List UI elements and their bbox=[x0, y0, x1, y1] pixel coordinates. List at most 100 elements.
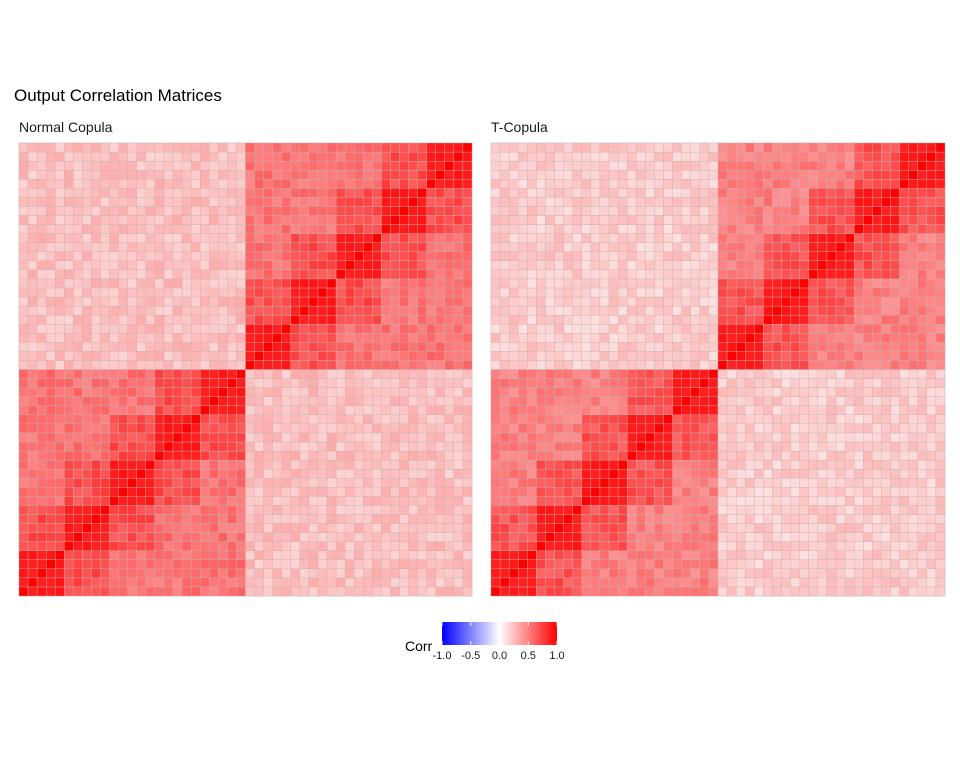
heatmap-cell bbox=[408, 333, 418, 343]
heatmap-cell bbox=[599, 224, 610, 234]
heatmap-cell bbox=[272, 188, 282, 198]
heatmap-cell bbox=[254, 160, 264, 171]
heatmap-cell bbox=[627, 360, 637, 370]
heatmap-cell bbox=[381, 305, 391, 316]
heatmap-cell bbox=[772, 496, 782, 506]
heatmap-cell bbox=[590, 586, 601, 597]
heatmap-cell bbox=[935, 360, 946, 370]
heatmap-cell bbox=[863, 305, 873, 316]
heatmap-cell bbox=[636, 142, 646, 153]
heatmap-cell bbox=[354, 387, 364, 397]
heatmap-cell bbox=[372, 160, 382, 171]
heatmap-cell bbox=[181, 314, 192, 325]
heatmap-cell bbox=[599, 233, 610, 243]
heatmap-cell bbox=[163, 160, 174, 171]
heatmap-cell bbox=[381, 405, 391, 415]
heatmap-cell bbox=[109, 550, 119, 560]
heatmap-cell bbox=[844, 251, 855, 261]
heatmap-cell bbox=[417, 496, 427, 506]
heatmap-cell bbox=[654, 360, 664, 370]
heatmap-cell bbox=[672, 441, 682, 452]
heatmap-cell bbox=[554, 296, 564, 307]
heatmap-cell bbox=[572, 468, 582, 479]
heatmap-cell bbox=[200, 233, 210, 243]
heatmap-cell bbox=[227, 396, 237, 406]
heatmap-cell bbox=[46, 351, 56, 361]
heatmap-cell bbox=[608, 151, 619, 162]
heatmap-cell bbox=[735, 342, 746, 352]
heatmap-cell bbox=[708, 523, 719, 533]
heatmap-cell bbox=[554, 224, 564, 234]
heatmap-cell bbox=[290, 170, 301, 180]
heatmap-cell bbox=[109, 369, 119, 379]
heatmap-cell bbox=[435, 278, 445, 289]
heatmap-cell bbox=[109, 450, 119, 461]
heatmap-cell bbox=[435, 197, 445, 207]
heatmap-cell bbox=[645, 432, 655, 443]
heatmap-cell bbox=[344, 423, 355, 434]
heatmap-cell bbox=[27, 532, 38, 542]
heatmap-cell bbox=[518, 441, 528, 452]
heatmap-cell bbox=[908, 496, 918, 506]
heatmap-cell bbox=[754, 550, 764, 560]
heatmap-cell bbox=[55, 441, 65, 452]
heatmap-cell bbox=[46, 224, 56, 234]
heatmap-cell bbox=[899, 360, 909, 370]
heatmap-cell bbox=[344, 151, 355, 162]
heatmap-cell bbox=[545, 342, 555, 352]
heatmap-cell bbox=[663, 478, 673, 488]
heatmap-cell bbox=[372, 568, 382, 579]
heatmap-cell bbox=[163, 505, 174, 515]
heatmap-cell bbox=[754, 170, 764, 180]
heatmap-cell bbox=[572, 432, 582, 443]
heatmap-cell bbox=[717, 577, 728, 588]
heatmap-cell bbox=[163, 423, 174, 434]
heatmap-cell bbox=[835, 251, 846, 261]
heatmap-cell bbox=[390, 251, 400, 261]
heatmap-cell bbox=[227, 378, 237, 388]
heatmap-cell bbox=[200, 432, 210, 443]
heatmap-cell bbox=[844, 160, 855, 171]
heatmap-cell bbox=[563, 151, 573, 162]
heatmap-cell bbox=[599, 324, 610, 334]
heatmap-cell bbox=[554, 378, 564, 388]
heatmap-cell bbox=[326, 142, 337, 153]
heatmap-cell bbox=[344, 224, 355, 234]
heatmap-cell bbox=[326, 314, 337, 325]
heatmap-cell bbox=[399, 224, 409, 234]
heatmap-cell bbox=[844, 278, 855, 289]
heatmap-cell bbox=[790, 233, 800, 243]
heatmap-cell bbox=[145, 342, 156, 352]
heatmap-cell bbox=[399, 568, 409, 579]
heatmap-cell bbox=[617, 287, 628, 298]
heatmap-cell bbox=[354, 314, 364, 325]
heatmap-cell bbox=[599, 387, 610, 397]
heatmap-cell bbox=[308, 559, 319, 569]
heatmap-cell bbox=[645, 396, 655, 406]
heatmap-cell bbox=[200, 314, 210, 325]
heatmap-cell bbox=[881, 550, 891, 560]
heatmap-cell bbox=[290, 369, 301, 379]
heatmap-cell bbox=[499, 532, 510, 542]
heatmap-cell bbox=[763, 405, 773, 415]
heatmap-cell bbox=[490, 378, 501, 388]
heatmap-cell bbox=[908, 586, 918, 597]
heatmap-cell bbox=[645, 188, 655, 198]
heatmap-cell bbox=[27, 287, 38, 298]
heatmap-cell bbox=[245, 459, 255, 470]
heatmap-cell bbox=[627, 160, 637, 171]
heatmap-cell bbox=[118, 206, 128, 216]
heatmap-cell bbox=[82, 351, 92, 361]
heatmap-cell bbox=[91, 342, 101, 352]
heatmap-cell bbox=[91, 233, 101, 243]
heatmap-cell bbox=[872, 559, 882, 569]
heatmap-cell bbox=[326, 414, 337, 425]
heatmap-cell bbox=[536, 550, 546, 560]
heatmap-cell bbox=[100, 441, 110, 452]
heatmap-cell bbox=[290, 333, 301, 343]
heatmap-cell bbox=[100, 305, 110, 316]
heatmap-cell bbox=[899, 242, 909, 252]
heatmap-cell bbox=[127, 577, 137, 588]
heatmap-cell bbox=[608, 170, 619, 180]
heatmap-cell bbox=[536, 514, 546, 524]
